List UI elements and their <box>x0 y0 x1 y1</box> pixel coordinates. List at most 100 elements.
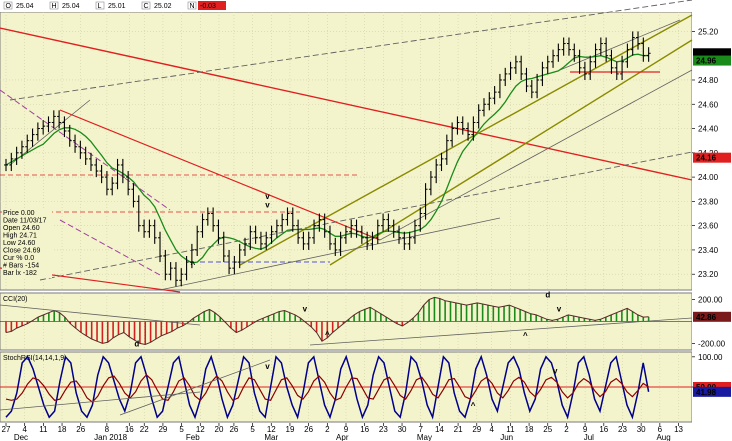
x-day-label: 21 <box>454 425 463 434</box>
x-month-label: Jul <box>584 433 594 441</box>
price-y-tick: 23.20 <box>698 270 719 279</box>
price-y-tick: 23.40 <box>698 246 719 255</box>
price-y-tick: 24.60 <box>698 100 719 109</box>
stoch-badge <box>693 386 731 397</box>
header-key-box <box>3 1 13 10</box>
x-day-label: 26 <box>76 425 85 434</box>
cci-annotation: v <box>303 305 308 314</box>
header-key-box <box>141 1 151 10</box>
header-key-N: N <box>190 3 195 10</box>
price-y-tick: 23.80 <box>698 197 719 206</box>
x-day-label: 5 <box>250 425 255 434</box>
header-key-box <box>49 1 59 10</box>
header-value-H: 25.04 <box>62 3 80 10</box>
header-key-H: H <box>52 3 57 10</box>
stoch-annotation: v <box>553 367 558 376</box>
x-day-label: 23 <box>618 425 627 434</box>
x-day-label: 19 <box>286 425 295 434</box>
header-value-C: 25.02 <box>154 3 172 10</box>
header-bg <box>0 0 732 12</box>
price-annotation: v <box>265 192 270 201</box>
header-value-N: -0.03 <box>200 3 216 10</box>
x-day-label: 23 <box>379 425 388 434</box>
stoch-y-tick: 100.00 <box>698 353 723 362</box>
x-day-label: 6 <box>658 425 663 434</box>
right-axis-bg <box>692 0 732 441</box>
cci-y-tick: -200.00 <box>698 339 726 348</box>
dashed-channel-line <box>9 0 693 101</box>
x-day-label: 29 <box>472 425 481 434</box>
cci-trend <box>0 304 201 326</box>
cci-annotation: d <box>545 290 550 299</box>
price-badge <box>693 48 731 59</box>
cci-annotation: v <box>557 305 562 314</box>
x-day-label: 4 <box>22 425 27 434</box>
x-day-label: 2 <box>325 425 330 434</box>
x-day-label: 16 <box>360 425 369 434</box>
x-month-label: Mar <box>264 433 278 441</box>
header-key-L: L <box>98 3 102 10</box>
cci-badge <box>693 311 731 322</box>
x-day-label: 14 <box>435 425 444 434</box>
stoch-series-line <box>5 374 649 403</box>
ma-200-red-line <box>0 27 693 181</box>
x-day-label: 29 <box>158 425 167 434</box>
header-key-C: C <box>144 3 149 10</box>
cci-line <box>5 296 649 346</box>
x-month-label: Feb <box>186 433 200 441</box>
x-month-label: Aug <box>656 433 670 441</box>
info-box-line: Price 0.00 <box>3 210 35 217</box>
stoch-trend <box>0 391 201 411</box>
x-day-label: 2 <box>564 425 569 434</box>
header-key-box <box>95 1 105 10</box>
price-badge <box>693 55 731 66</box>
x-day-label: 30 <box>637 425 646 434</box>
cci-annotation: d <box>134 340 139 349</box>
x-axis-bg <box>0 423 732 441</box>
olive-channel-upper <box>239 14 693 266</box>
x-day-label: 13 <box>674 425 683 434</box>
x-day-label: 9 <box>583 425 588 434</box>
x-day-label: 11 <box>39 425 48 434</box>
cci-annotation: ^ <box>523 331 528 340</box>
info-box-line: # Bars -154 <box>3 263 39 270</box>
header-value-L: 25.01 <box>108 3 126 10</box>
x-day-label: 18 <box>525 425 534 434</box>
x-month-label: Dec <box>14 433 28 441</box>
x-day-label: 5 <box>179 425 184 434</box>
gray-trend-3 <box>379 69 693 241</box>
gray-trend-2 <box>159 217 501 291</box>
info-box-line: Low 24.60 <box>3 240 35 247</box>
x-month-label: May <box>417 433 432 441</box>
x-day-label: 20 <box>215 425 224 434</box>
x-day-label: 7 <box>418 425 423 434</box>
price-badge <box>693 152 731 163</box>
price-badge-label: 25.02 <box>696 49 717 58</box>
price-y-tick: 24.40 <box>698 125 719 134</box>
cci-annotation: ^ <box>325 330 330 339</box>
info-box-line: Open 24.60 <box>3 225 40 232</box>
info-box-line: Date 11/03/17 <box>3 218 47 225</box>
x-day-label: 4 <box>489 425 494 434</box>
price-badge-label: 24.96 <box>696 57 717 66</box>
stoch-annotation: v <box>265 362 270 371</box>
x-month-label: Jan 2018 <box>94 433 127 441</box>
x-day-label: 22 <box>140 425 149 434</box>
purple-dashed-2 <box>59 219 161 276</box>
price-annotation: v <box>265 200 270 209</box>
price-y-tick: 23.60 <box>698 222 719 231</box>
x-day-label: 26 <box>304 425 313 434</box>
info-box-line: Close 24.69 <box>3 248 40 255</box>
price-y-tick: 24.00 <box>698 173 719 182</box>
price-y-tick: 25.20 <box>698 27 719 36</box>
header-value-O: 25.04 <box>16 3 34 10</box>
x-day-label: 18 <box>58 425 67 434</box>
stoch-title: StochRSI(14,14,1,9) <box>3 355 66 362</box>
ma-20-green-line <box>5 53 649 264</box>
x-day-label: 27 <box>2 425 11 434</box>
x-day-label: 11 <box>506 425 515 434</box>
x-month-label: Apr <box>336 433 349 441</box>
cci-title: CCI(20) <box>3 296 28 303</box>
